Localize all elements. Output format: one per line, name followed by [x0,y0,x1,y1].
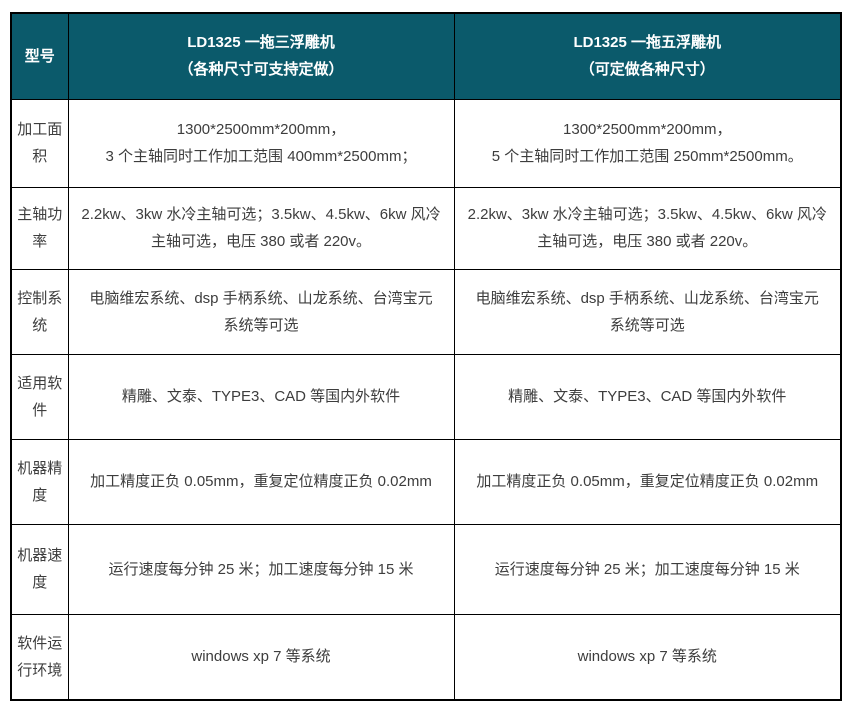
machine-1-cell: windows xp 7 等系统 [67,613,455,701]
machine-2-cell: 运行速度每分钟 25 米；加工速度每分钟 15 米 [453,523,842,615]
machine-2-cell: windows xp 7 等系统 [453,613,842,701]
row-label-cell: 控制系 统 [10,268,69,355]
row-label-cell: 加工面 积 [10,98,69,188]
machine-2-cell: 2.2kw、3kw 水冷主轴可选；3.5kw、4.5kw、6kw 风冷 主轴可选… [453,186,842,270]
row-label-cell: 适用软 件 [10,353,69,440]
machine-2-cell: 精雕、文泰、TYPE3、CAD 等国内外软件 [453,353,842,440]
machine-1-cell: 电脑维宏系统、dsp 手柄系统、山龙系统、台湾宝元 系统等可选 [67,268,455,355]
header-row: 型号 LD1325 一拖三浮雕机 （各种尺寸可支持定做） LD1325 一拖五浮… [10,12,842,100]
machine-1-cell: 精雕、文泰、TYPE3、CAD 等国内外软件 [67,353,455,440]
machine-1-cell: 1300*2500mm*200mm， 3 个主轴同时工作加工范围 400mm*2… [67,98,455,188]
machine-1-cell: 2.2kw、3kw 水冷主轴可选；3.5kw、4.5kw、6kw 风冷 主轴可选… [67,186,455,270]
header-cell-machine-1: LD1325 一拖三浮雕机 （各种尺寸可支持定做） [67,12,455,100]
machine-2-cell: 加工精度正负 0.05mm，重复定位精度正负 0.02mm [453,438,842,525]
machine-2-cell: 1300*2500mm*200mm， 5 个主轴同时工作加工范围 250mm*2… [453,98,842,188]
row-label-cell: 软件运 行环境 [10,613,69,701]
machine-1-cell: 加工精度正负 0.05mm，重复定位精度正负 0.02mm [67,438,455,525]
table-row: 主轴功 率 2.2kw、3kw 水冷主轴可选；3.5kw、4.5kw、6kw 风… [10,186,842,270]
row-label-cell: 主轴功 率 [10,186,69,270]
table-row: 加工面 积 1300*2500mm*200mm， 3 个主轴同时工作加工范围 4… [10,98,842,188]
table-row: 软件运 行环境 windows xp 7 等系统 windows xp 7 等系… [10,613,842,701]
machine-2-cell: 电脑维宏系统、dsp 手柄系统、山龙系统、台湾宝元 系统等可选 [453,268,842,355]
table-row: 控制系 统 电脑维宏系统、dsp 手柄系统、山龙系统、台湾宝元 系统等可选 电脑… [10,268,842,355]
row-label-cell: 机器速 度 [10,523,69,615]
table-row: 机器速 度 运行速度每分钟 25 米；加工速度每分钟 15 米 运行速度每分钟 … [10,523,842,615]
header-cell-machine-2: LD1325 一拖五浮雕机 （可定做各种尺寸） [453,12,842,100]
machine-1-cell: 运行速度每分钟 25 米；加工速度每分钟 15 米 [67,523,455,615]
table-row: 适用软 件 精雕、文泰、TYPE3、CAD 等国内外软件 精雕、文泰、TYPE3… [10,353,842,440]
row-label-cell: 机器精 度 [10,438,69,525]
table-row: 机器精 度 加工精度正负 0.05mm，重复定位精度正负 0.02mm 加工精度… [10,438,842,525]
header-cell-model-label: 型号 [10,12,69,100]
spec-table: 型号 LD1325 一拖三浮雕机 （各种尺寸可支持定做） LD1325 一拖五浮… [10,12,842,701]
